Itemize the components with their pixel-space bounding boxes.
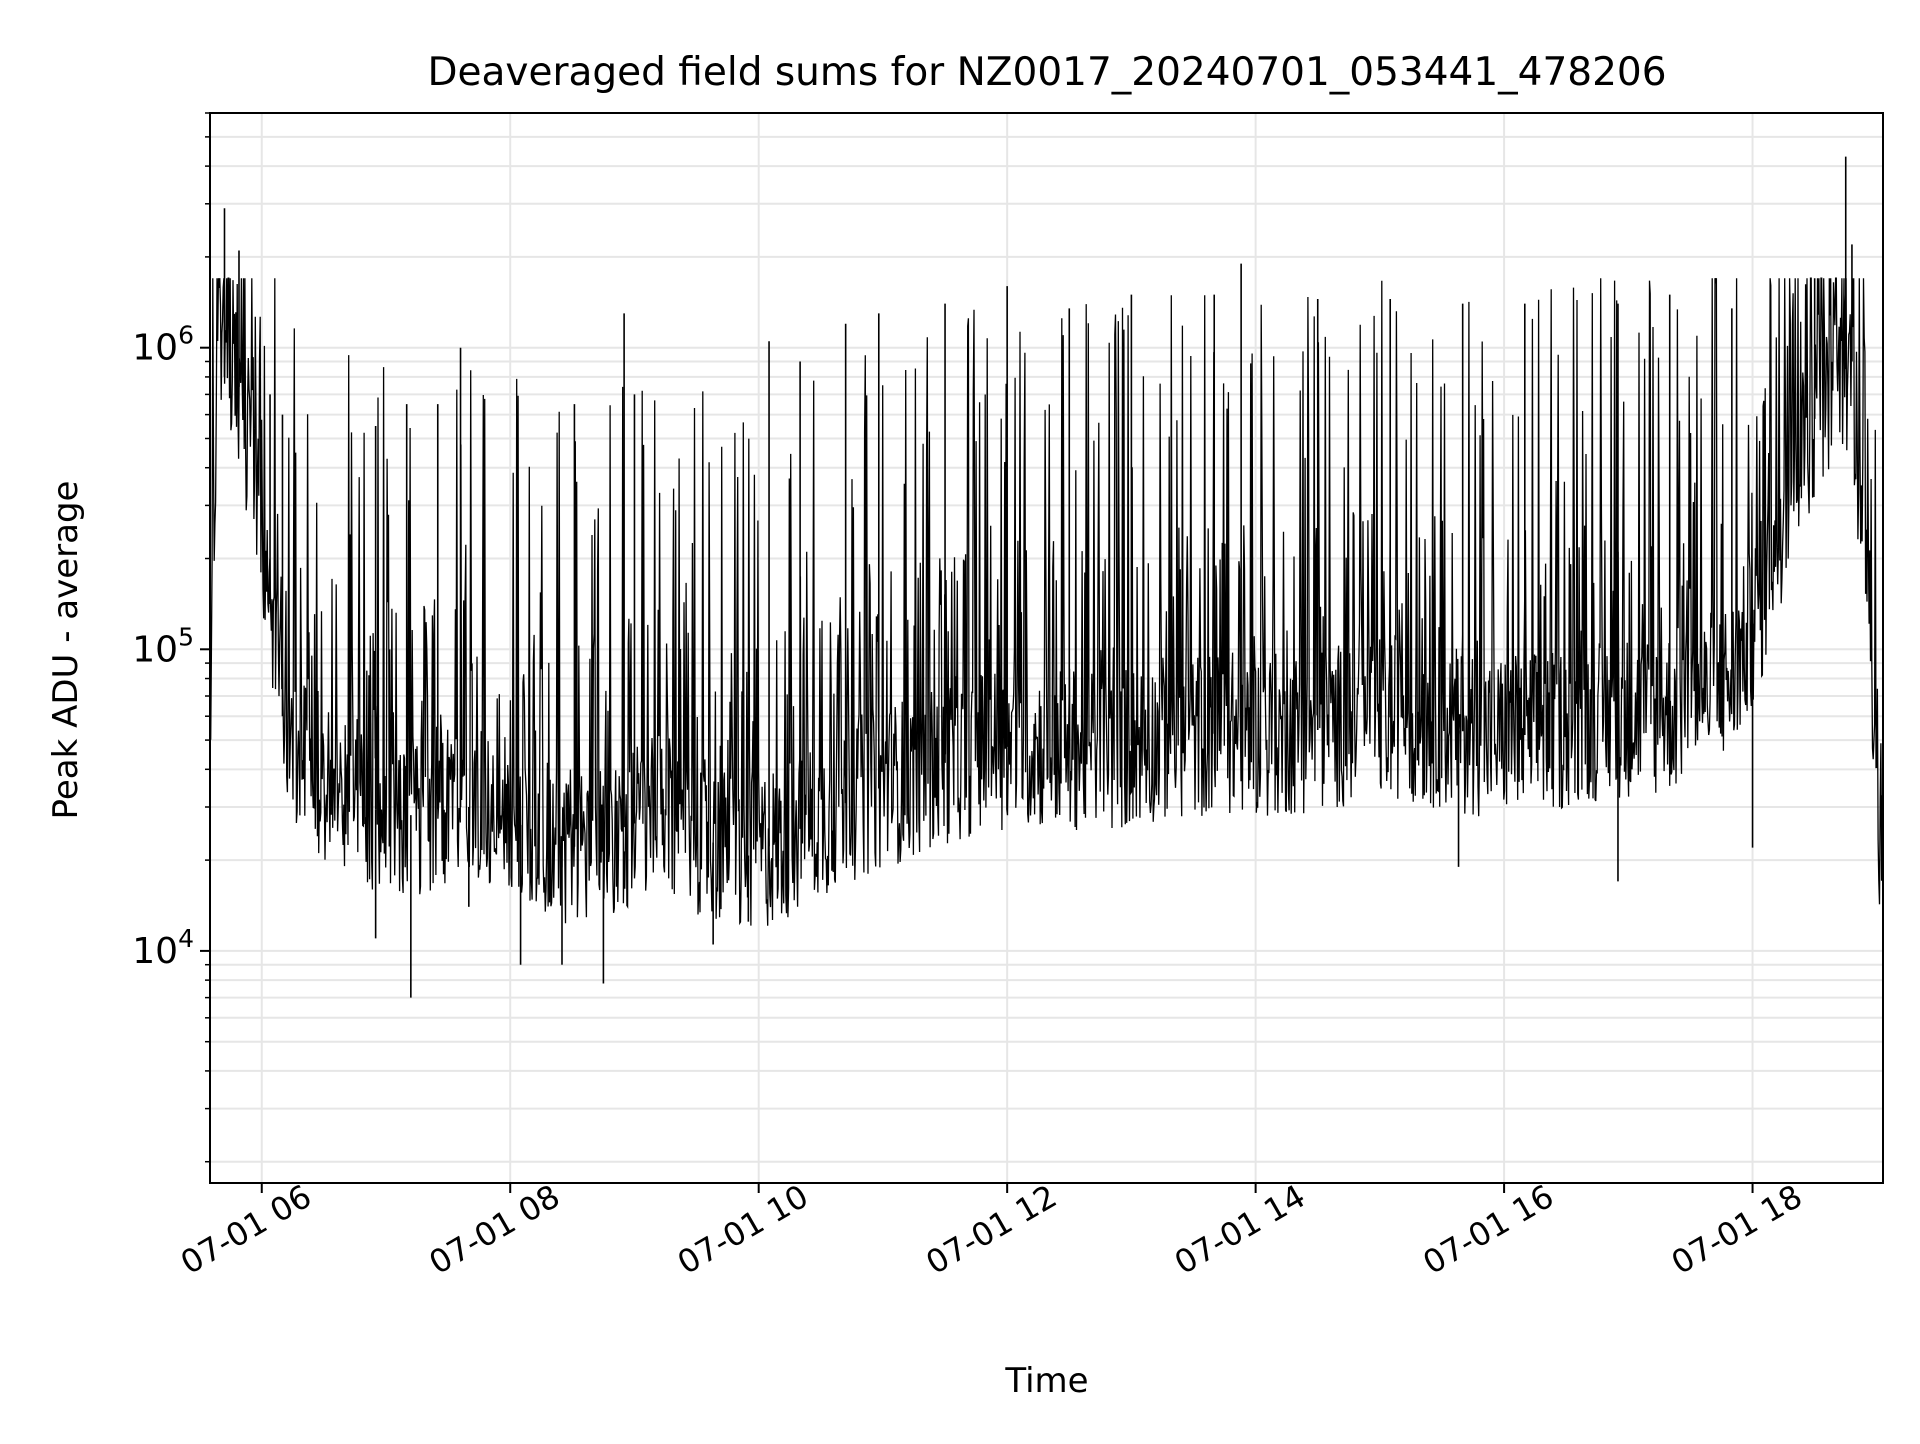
y-tick-label: 106 [132, 321, 194, 369]
y-axis-label: Peak ADU - average [46, 481, 86, 820]
data-area [210, 156, 1883, 998]
y-tick-label: 104 [132, 924, 194, 972]
x-axis-label: Time [1004, 1361, 1088, 1401]
chart-title: Deaveraged field sums for NZ0017_2024070… [427, 50, 1666, 95]
series-line [210, 277, 1883, 926]
plot-frame [209, 112, 1884, 1184]
y-tick-label: 105 [132, 622, 194, 670]
